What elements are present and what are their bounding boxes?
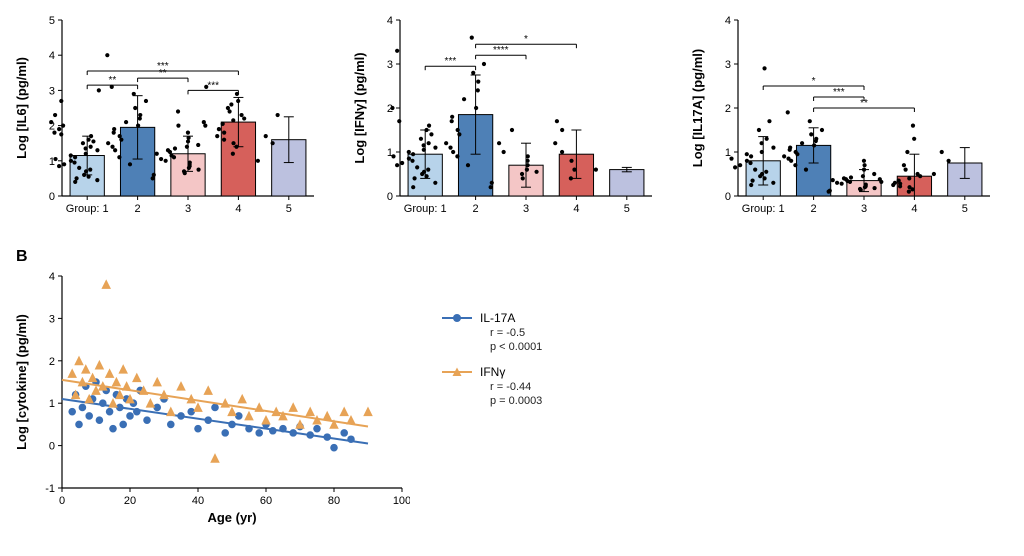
barchart-il17a: 01234Log [IL17A] (pg/ml)Group: 12345****… bbox=[686, 10, 996, 230]
svg-text:2: 2 bbox=[135, 203, 141, 215]
svg-text:Group: 1: Group: 1 bbox=[404, 203, 447, 215]
svg-text:Log [IFNγ] (pg/ml): Log [IFNγ] (pg/ml) bbox=[352, 52, 367, 163]
svg-text:0: 0 bbox=[49, 441, 55, 453]
svg-text:4: 4 bbox=[573, 203, 579, 215]
panel-a-row: 012345Log [IL6] (pg/ml)Group: 12345*****… bbox=[10, 10, 1014, 230]
svg-text:100: 100 bbox=[393, 495, 410, 507]
svg-text:80: 80 bbox=[328, 495, 340, 507]
svg-text:Log [IL6] (pg/ml): Log [IL6] (pg/ml) bbox=[14, 57, 29, 159]
svg-text:3: 3 bbox=[387, 59, 393, 71]
svg-text:4: 4 bbox=[387, 15, 393, 27]
svg-text:2: 2 bbox=[725, 103, 731, 115]
svg-text:2: 2 bbox=[49, 356, 55, 368]
svg-text:0: 0 bbox=[49, 191, 55, 203]
svg-text:0: 0 bbox=[387, 191, 393, 203]
svg-text:2: 2 bbox=[473, 203, 479, 215]
panel-b-label: B bbox=[16, 248, 1014, 266]
svg-text:***: *** bbox=[207, 80, 219, 91]
svg-text:*: * bbox=[812, 76, 816, 87]
svg-text:Group: 1: Group: 1 bbox=[66, 203, 109, 215]
barchart-ifng: 01234Log [IFNγ] (pg/ml)Group: 12345*****… bbox=[348, 10, 658, 230]
svg-text:**: ** bbox=[109, 75, 117, 86]
svg-text:4: 4 bbox=[725, 15, 731, 27]
svg-text:4: 4 bbox=[49, 271, 55, 283]
svg-text:5: 5 bbox=[49, 15, 55, 27]
svg-text:Age (yr): Age (yr) bbox=[207, 510, 256, 525]
svg-text:***: *** bbox=[833, 87, 845, 98]
svg-text:****: **** bbox=[493, 45, 509, 56]
svg-text:p < 0.0001: p < 0.0001 bbox=[490, 341, 542, 353]
svg-text:3: 3 bbox=[49, 85, 55, 97]
svg-text:4: 4 bbox=[235, 203, 241, 215]
svg-text:Log [IL17A] (pg/ml): Log [IL17A] (pg/ml) bbox=[690, 49, 705, 167]
svg-text:*: * bbox=[524, 34, 528, 45]
svg-text:r = -0.44: r = -0.44 bbox=[490, 381, 531, 393]
scatter-legend: IL-17A r = -0.5 p < 0.0001 IFNγ r = -0.44 p =… bbox=[438, 268, 638, 528]
svg-text:3: 3 bbox=[725, 59, 731, 71]
svg-text:3: 3 bbox=[49, 313, 55, 325]
svg-text:r = -0.5: r = -0.5 bbox=[490, 327, 525, 339]
svg-text:5: 5 bbox=[286, 203, 292, 215]
svg-text:Group: 1: Group: 1 bbox=[742, 203, 785, 215]
svg-text:40: 40 bbox=[192, 495, 204, 507]
svg-text:0: 0 bbox=[725, 191, 731, 203]
svg-text:p = 0.0003: p = 0.0003 bbox=[490, 395, 542, 407]
svg-text:-1: -1 bbox=[45, 483, 55, 495]
svg-text:3: 3 bbox=[185, 203, 191, 215]
panel-b-row: 0 20 40 60 80 100 -1 0 1 2 3 4 Age (yr) Log [cytokine… bbox=[10, 268, 1014, 528]
svg-text:20: 20 bbox=[124, 495, 136, 507]
svg-text:4: 4 bbox=[49, 50, 55, 62]
svg-text:1: 1 bbox=[49, 398, 55, 410]
svg-text:5: 5 bbox=[962, 203, 968, 215]
svg-text:IFNγ: IFNγ bbox=[480, 365, 505, 379]
svg-text:**: ** bbox=[860, 98, 868, 109]
scatter-plot: 0 20 40 60 80 100 -1 0 1 2 3 4 Age (yr) Log [cytokine… bbox=[10, 268, 410, 528]
svg-text:60: 60 bbox=[260, 495, 272, 507]
svg-text:5: 5 bbox=[624, 203, 630, 215]
svg-text:IL-17A: IL-17A bbox=[480, 311, 515, 325]
svg-text:3: 3 bbox=[523, 203, 529, 215]
svg-text:***: *** bbox=[157, 61, 169, 72]
svg-text:2: 2 bbox=[811, 203, 817, 215]
svg-text:***: *** bbox=[445, 56, 457, 67]
svg-text:3: 3 bbox=[861, 203, 867, 215]
svg-text:0: 0 bbox=[59, 495, 65, 507]
barchart-il6: 012345Log [IL6] (pg/ml)Group: 12345*****… bbox=[10, 10, 320, 230]
svg-text:4: 4 bbox=[911, 203, 917, 215]
svg-text:Log [cytokine] (pg/ml): Log [cytokine] (pg/ml) bbox=[14, 314, 29, 450]
